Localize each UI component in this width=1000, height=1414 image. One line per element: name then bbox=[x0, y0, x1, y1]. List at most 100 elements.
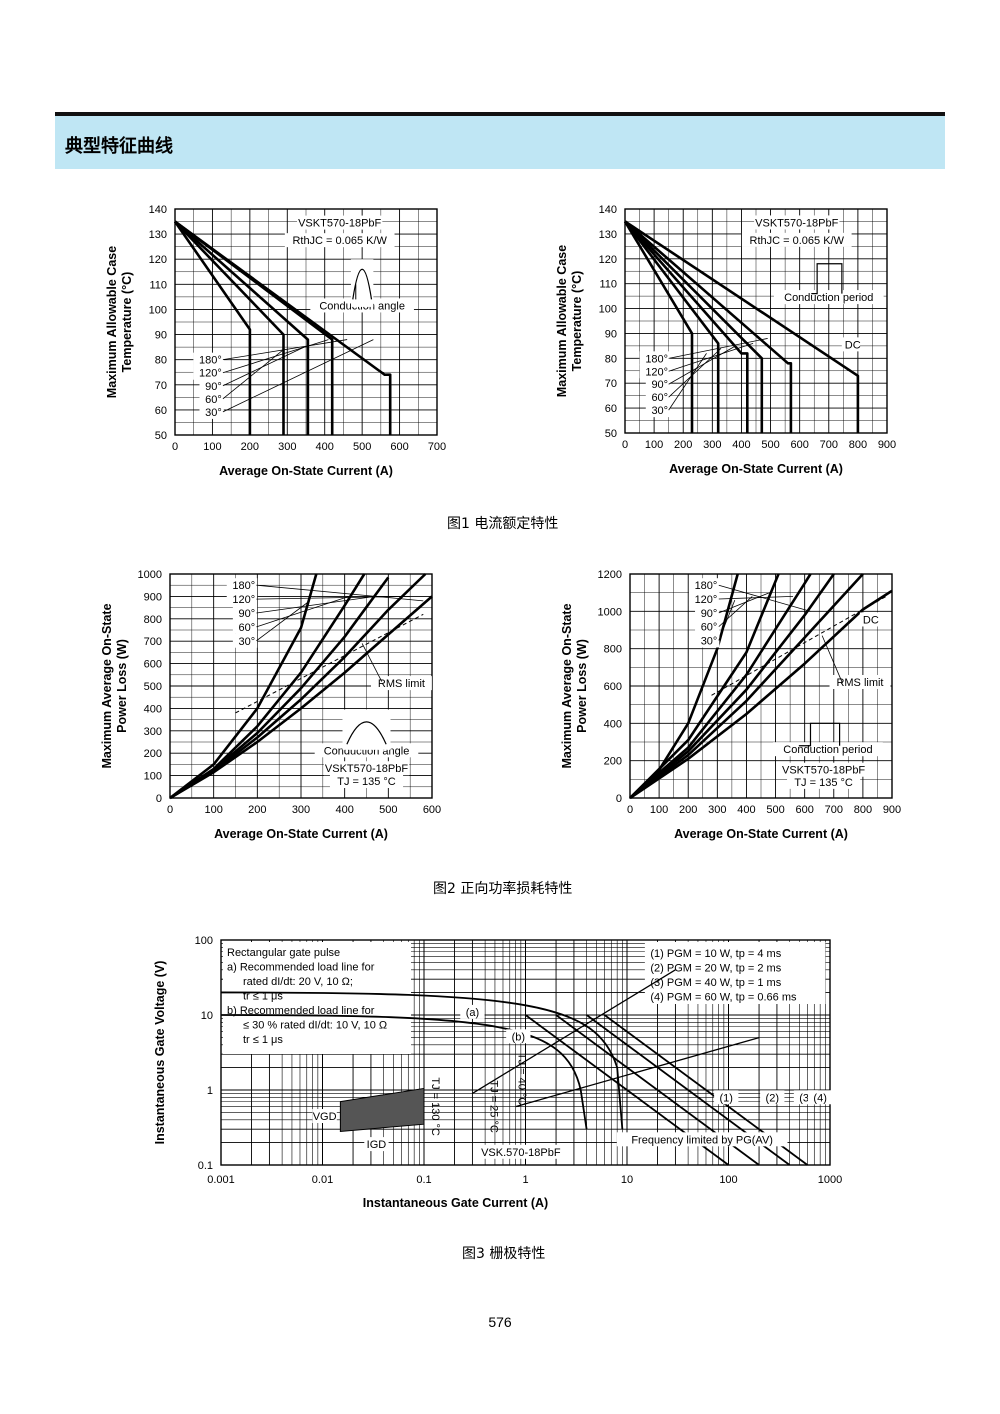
chart-case-temp-vs-current-angle: 0 100 200 300 400 500 600 700 50 60 70 80 90 100 110 12… bbox=[105, 204, 446, 478]
conduction-period-icon bbox=[811, 263, 843, 295]
plot-frame bbox=[174, 208, 438, 436]
conduction-angle-icon bbox=[352, 268, 373, 300]
chart-power-loss-vs-current-period: 0 100 200 300 400 500 600 700 800 900 0 200 400 600 80… bbox=[560, 569, 901, 841]
x-tick-label: 300 bbox=[703, 439, 721, 451]
x-axis-label: Instantaneous Gate Current (A) bbox=[363, 1196, 548, 1210]
angle-label-60deg-bg bbox=[199, 391, 224, 406]
chart-label-bg bbox=[714, 1090, 739, 1105]
y-tick-label: 200 bbox=[604, 756, 622, 768]
y-tick-label: 400 bbox=[144, 703, 162, 715]
angle-label-120deg: 120° bbox=[695, 594, 718, 606]
note-line: a) Recommended load line for bbox=[227, 962, 375, 974]
annotation-part-number: VSKT570-18PbF bbox=[298, 218, 381, 230]
leader-line bbox=[718, 596, 753, 627]
x-tick-label: 200 bbox=[241, 441, 259, 453]
x-tick-label: 200 bbox=[248, 804, 266, 816]
load-line-diagonal bbox=[472, 969, 676, 1094]
annotation-dc-bg bbox=[859, 612, 879, 627]
conduction-icon-bg bbox=[342, 709, 391, 750]
x-tick-label: 100 bbox=[719, 1174, 737, 1186]
conduction-period-icon bbox=[798, 722, 841, 747]
angle-label-180deg: 180° bbox=[199, 355, 222, 367]
angle-label-120deg: 120° bbox=[645, 366, 668, 378]
x-tick-label: 500 bbox=[379, 804, 397, 816]
leader-line bbox=[256, 596, 376, 614]
y-axis-label-line1: Maximum Average On-State bbox=[100, 603, 114, 768]
leader-line bbox=[718, 584, 811, 612]
annotation-junction-temp: TJ = 135 °C bbox=[337, 776, 396, 788]
angle-label-30deg-bg bbox=[645, 403, 671, 418]
angle-label-30deg-bg bbox=[232, 633, 258, 648]
x-tick-label: 400 bbox=[737, 804, 755, 816]
legend-entry: (2) PGM = 20 W, tp = 2 ms bbox=[650, 963, 781, 975]
chart-label-bg bbox=[478, 1144, 564, 1159]
series-line-30deg bbox=[173, 220, 252, 435]
x-tick-label: 0 bbox=[622, 439, 628, 451]
figure3-caption: 图3 栅极特性 bbox=[462, 1246, 546, 1262]
annotation-conduction-period: Conduction period bbox=[784, 292, 873, 304]
legend-entry: (4) PGM = 60 W, tp = 0.66 ms bbox=[650, 992, 797, 1004]
y-tick-label: 120 bbox=[149, 254, 167, 266]
y-tick-label: 900 bbox=[144, 591, 162, 603]
x-tick-label: 600 bbox=[790, 439, 808, 451]
leader-line bbox=[718, 596, 794, 600]
angle-label-90deg: 90° bbox=[239, 608, 256, 620]
leader-line bbox=[256, 596, 411, 600]
x-tick-label: 400 bbox=[732, 439, 750, 451]
annotation-thermal-resistance-bg bbox=[284, 233, 395, 248]
leader-line bbox=[668, 338, 768, 359]
series-line-dc bbox=[629, 589, 893, 800]
y-tick-label: 140 bbox=[599, 204, 617, 216]
y-axis-label-line2: Temperature (°C) bbox=[570, 271, 584, 372]
x-tick-label: 0 bbox=[167, 804, 173, 816]
chart-label: IGD bbox=[367, 1139, 387, 1151]
angle-label-30deg: 30° bbox=[651, 405, 668, 417]
leader-line bbox=[821, 635, 843, 684]
y-tick-label: 70 bbox=[155, 380, 167, 392]
angle-label-60deg: 60° bbox=[205, 394, 222, 406]
y-tick-label: 110 bbox=[149, 279, 167, 291]
angle-label-180deg-bg bbox=[688, 578, 720, 593]
y-tick-label: 70 bbox=[605, 378, 617, 390]
rms-limit-line bbox=[235, 613, 424, 714]
angle-label-120deg-bg bbox=[688, 592, 720, 607]
y-axis-label-line1: Maximum Allowable Case bbox=[555, 245, 569, 397]
series-line-30deg bbox=[169, 573, 318, 800]
chart-label: (1) bbox=[720, 1092, 733, 1104]
notes-box bbox=[223, 942, 411, 1054]
annotation-part-number-bg bbox=[297, 215, 383, 230]
x-tick-label: 100 bbox=[650, 804, 668, 816]
x-tick-label: 600 bbox=[423, 804, 441, 816]
y-tick-label: 1 bbox=[207, 1085, 213, 1097]
x-tick-label: 800 bbox=[849, 439, 867, 451]
annotation-conduction-period: Conduction period bbox=[783, 744, 872, 756]
page-number: 576 bbox=[488, 1314, 512, 1330]
x-tick-label: 500 bbox=[766, 804, 784, 816]
y-tick-label: 140 bbox=[149, 204, 167, 216]
conduction-angle-icon bbox=[346, 721, 387, 745]
note-line: b) Recommended load line for bbox=[227, 1005, 375, 1017]
legend-entry: (3) PGM = 40 W, tp = 1 ms bbox=[650, 977, 781, 989]
x-tick-label: 0.1 bbox=[416, 1174, 431, 1186]
series-line-120deg bbox=[624, 220, 764, 433]
annotation-part-number: VSKT570-18PbF bbox=[325, 763, 408, 775]
leader-line bbox=[222, 339, 348, 361]
leader-line bbox=[668, 348, 722, 398]
y-tick-label: 130 bbox=[599, 229, 617, 241]
y-tick-label: 100 bbox=[195, 935, 213, 947]
plot-frame bbox=[220, 939, 831, 1166]
y-axis-label-line2: Power Loss (W) bbox=[115, 639, 129, 733]
angle-label-180deg-bg bbox=[639, 351, 671, 366]
angle-label-60deg-bg bbox=[645, 390, 671, 405]
angle-label-120deg: 120° bbox=[199, 368, 222, 380]
series-line-90deg bbox=[624, 220, 749, 433]
x-tick-label: 600 bbox=[795, 804, 813, 816]
series-line-30deg bbox=[629, 573, 739, 799]
annotation-rms-limit-bg bbox=[370, 676, 432, 691]
gate-region bbox=[339, 1087, 425, 1133]
y-tick-label: 110 bbox=[599, 279, 617, 291]
chart-label-bg bbox=[460, 1004, 485, 1019]
y-tick-label: 10 bbox=[201, 1010, 213, 1022]
series-line-90deg bbox=[629, 573, 812, 799]
angle-label-30deg-bg bbox=[199, 404, 224, 419]
